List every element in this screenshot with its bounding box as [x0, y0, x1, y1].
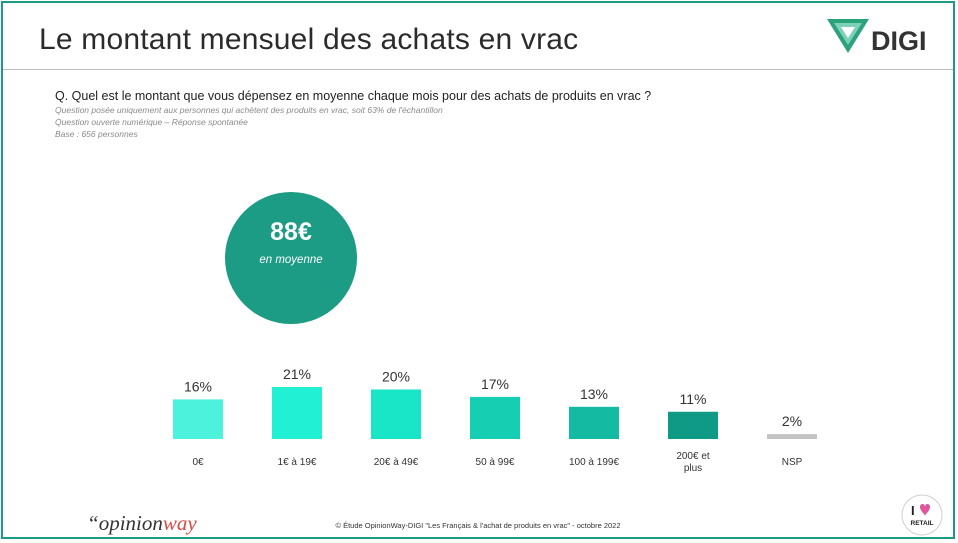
note-line: Question posée uniquement aux personnes … [55, 105, 443, 115]
category-label: NSP [782, 457, 803, 468]
opinionway-logo-part1: opinion [98, 511, 163, 535]
bar [470, 396, 520, 439]
bar [371, 389, 421, 439]
category-label: 200€ et plus [676, 451, 710, 474]
bar-value-label: 16% [184, 378, 212, 394]
category-label: 100 à 199€ [569, 457, 619, 468]
bar [272, 387, 322, 439]
digi-logo-text: DIGI [871, 26, 927, 56]
opinionway-logo-quote: “ [87, 511, 99, 535]
bar [668, 411, 718, 439]
category-label: 1€ à 19€ [278, 457, 317, 468]
question-text: Q. Quel est le montant que vous dépensez… [55, 89, 652, 103]
badge-letter: I [911, 503, 915, 518]
note-line: Base : 656 personnes [55, 129, 138, 139]
bar-value-label: 13% [580, 386, 608, 402]
slide-title: Le montant mensuel des achats en vrac [39, 23, 579, 56]
bar-value-label: 20% [382, 368, 410, 384]
note-line: Question ouverte numérique – Réponse spo… [55, 117, 248, 127]
heart-icon [920, 504, 930, 516]
average-label: en moyenne [259, 254, 323, 266]
average-circle: 88€ en moyenne [225, 192, 357, 324]
digi-logo: DIGI [827, 19, 927, 56]
category-label: 20€ à 49€ [374, 457, 419, 468]
bar [569, 406, 619, 439]
average-value: 88€ [270, 218, 312, 246]
bar-value-label: 2% [782, 413, 802, 429]
bar [173, 399, 223, 439]
opinionway-logo-part2: way [162, 511, 197, 535]
badge-word: RETAIL [911, 520, 934, 527]
bar-value-label: 11% [680, 391, 707, 407]
bar-value-label: 17% [481, 376, 509, 392]
category-label: 0€ [192, 457, 204, 468]
category-label: 50 à 99€ [476, 457, 515, 468]
bar-chart: 16% 0€ 21% 1€ à 19€ 20% 20€ à 49€ 17% 50 à 99€ 1… [173, 366, 817, 474]
title-divider [3, 69, 953, 70]
source-footnote: © Étude OpinionWay-DIGI "Les Français & … [335, 521, 621, 530]
i-love-retail-badge: I RETAIL [901, 494, 943, 536]
opinionway-logo: “opinionway [87, 511, 197, 536]
bar-value-label: 21% [283, 366, 311, 382]
bar [767, 434, 817, 439]
